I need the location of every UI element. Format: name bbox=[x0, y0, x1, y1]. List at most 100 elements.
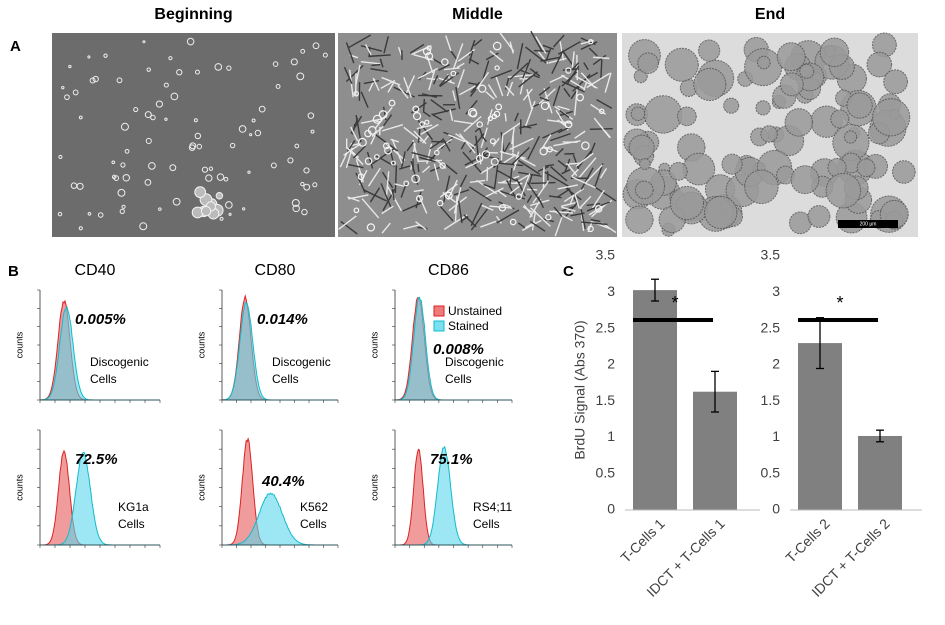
round-cell bbox=[495, 103, 503, 111]
round-cell bbox=[353, 207, 360, 214]
cell bbox=[514, 151, 520, 166]
cell bbox=[370, 134, 376, 145]
spheroid bbox=[757, 55, 771, 70]
cell bbox=[458, 200, 463, 224]
cell bbox=[520, 173, 531, 196]
spheroid bbox=[807, 205, 831, 228]
cell bbox=[445, 35, 452, 52]
cell bbox=[194, 69, 200, 75]
bar bbox=[633, 290, 677, 510]
cell bbox=[429, 166, 440, 172]
round-cell bbox=[587, 225, 594, 233]
cell bbox=[275, 84, 281, 89]
cell bbox=[247, 170, 251, 174]
cell bbox=[176, 69, 183, 76]
cell bbox=[354, 117, 359, 127]
round-cell bbox=[424, 52, 434, 61]
y-tick-label: 1 bbox=[607, 428, 615, 444]
cell bbox=[340, 220, 358, 235]
cell bbox=[371, 63, 381, 67]
spheroid bbox=[755, 100, 771, 116]
cell bbox=[588, 47, 598, 57]
cell bbox=[518, 123, 538, 129]
cell bbox=[249, 133, 253, 137]
cell bbox=[542, 44, 555, 50]
y-tick-label: 2 bbox=[607, 356, 615, 372]
cell bbox=[561, 169, 571, 175]
cell bbox=[343, 66, 353, 85]
spheroid bbox=[776, 42, 806, 72]
y-tick-label: 1.5 bbox=[596, 392, 616, 408]
cell bbox=[423, 111, 431, 118]
round-cell bbox=[540, 101, 550, 111]
cell bbox=[476, 71, 490, 90]
cell-label: RS4;11 bbox=[473, 500, 512, 514]
round-cell bbox=[509, 218, 517, 226]
cell-label: K562 bbox=[300, 500, 328, 514]
cell bbox=[467, 82, 477, 86]
cell bbox=[360, 91, 369, 108]
round-cell bbox=[492, 41, 502, 51]
legend-label: Unstained bbox=[448, 304, 502, 318]
cell bbox=[573, 88, 578, 116]
round-cell bbox=[476, 121, 483, 128]
image-title: Middle bbox=[452, 6, 503, 23]
cell bbox=[542, 167, 545, 189]
cell bbox=[78, 115, 83, 120]
cell bbox=[541, 134, 552, 149]
cell bbox=[87, 211, 92, 216]
cell bbox=[366, 151, 374, 169]
cell bbox=[593, 56, 610, 60]
cell bbox=[503, 155, 515, 164]
cell bbox=[111, 160, 116, 165]
cell-label: Cells bbox=[300, 517, 327, 531]
cell bbox=[238, 125, 247, 133]
cell bbox=[586, 201, 611, 212]
cell bbox=[394, 183, 405, 188]
cell bbox=[205, 174, 213, 182]
round-cell bbox=[411, 174, 420, 184]
cell bbox=[225, 201, 233, 209]
cell bbox=[523, 204, 534, 218]
cell bbox=[497, 190, 507, 198]
cell bbox=[163, 82, 169, 88]
cell bbox=[194, 132, 202, 140]
percent-label: 40.4% bbox=[261, 473, 305, 490]
round-cell bbox=[422, 47, 432, 56]
scale-bar-label: 200 µm bbox=[860, 221, 877, 227]
cell bbox=[593, 117, 611, 139]
cell bbox=[369, 187, 381, 203]
cell bbox=[411, 151, 435, 160]
cell bbox=[242, 207, 246, 211]
spheroid bbox=[872, 98, 911, 137]
spheroid bbox=[744, 169, 779, 205]
cell bbox=[415, 221, 427, 231]
round-cell bbox=[489, 138, 496, 145]
cell bbox=[258, 105, 266, 113]
cell bbox=[422, 98, 426, 113]
round-cell bbox=[415, 194, 423, 203]
y-axis-label: counts bbox=[196, 331, 206, 358]
cell bbox=[580, 41, 598, 51]
cell bbox=[433, 163, 440, 181]
cell bbox=[490, 69, 512, 80]
cell bbox=[456, 62, 465, 69]
cell bbox=[216, 173, 225, 181]
round-cell bbox=[469, 109, 478, 118]
cell bbox=[453, 120, 474, 125]
cell bbox=[300, 181, 305, 187]
cell bbox=[458, 133, 476, 154]
cell bbox=[229, 142, 236, 149]
cell bbox=[58, 154, 63, 160]
cell bbox=[145, 137, 152, 144]
histogram: counts 0.014% Discogenic Cells bbox=[196, 289, 339, 403]
cell bbox=[549, 74, 565, 84]
round-cell bbox=[372, 114, 382, 124]
cell bbox=[448, 134, 466, 143]
micrograph: 200 µm bbox=[622, 32, 918, 237]
round-cell bbox=[357, 137, 367, 147]
cell bbox=[571, 51, 575, 68]
cell bbox=[146, 67, 151, 72]
y-tick-label: 2.5 bbox=[596, 319, 616, 335]
